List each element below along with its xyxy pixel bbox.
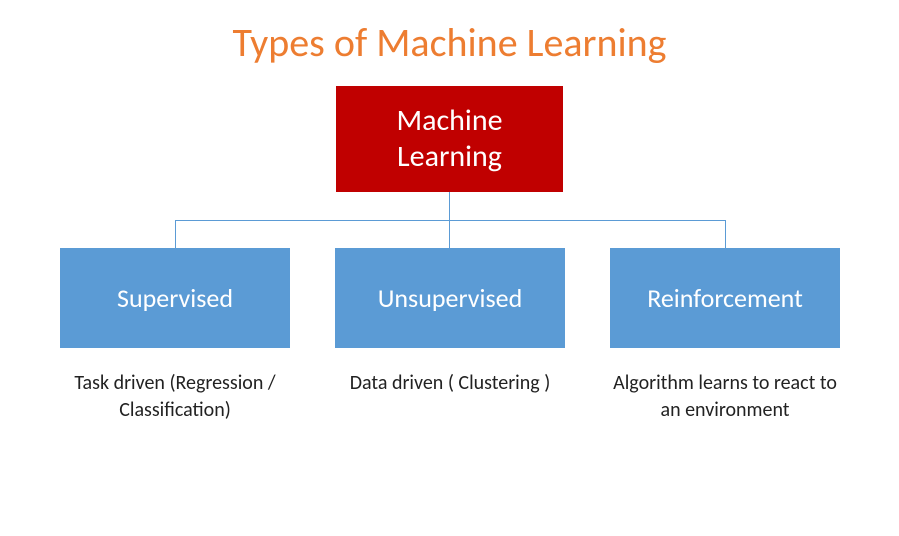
child-node-unsupervised: Unsupervised: [335, 248, 565, 348]
root-node: MachineLearning: [336, 86, 563, 192]
connector-child-2: [449, 220, 450, 248]
child-desc-supervised: Task driven (Regression / Classification…: [60, 370, 290, 424]
connector-child-1: [175, 220, 176, 248]
child-node-label: Reinforcement: [647, 282, 803, 314]
child-node-reinforcement: Reinforcement: [610, 248, 840, 348]
connector-child-3: [725, 220, 726, 248]
child-node-label: Unsupervised: [378, 282, 523, 314]
connector-root-stem: [449, 192, 450, 220]
child-desc-unsupervised: Data driven ( Clustering ): [335, 370, 565, 397]
diagram-title: Types of Machine Learning: [0, 0, 899, 67]
child-node-supervised: Supervised: [60, 248, 290, 348]
root-node-label: MachineLearning: [396, 103, 502, 175]
child-node-label: Supervised: [117, 282, 233, 314]
child-desc-reinforcement: Algorithm learns to react to an environm…: [610, 370, 840, 424]
connector-horizontal: [175, 220, 725, 221]
